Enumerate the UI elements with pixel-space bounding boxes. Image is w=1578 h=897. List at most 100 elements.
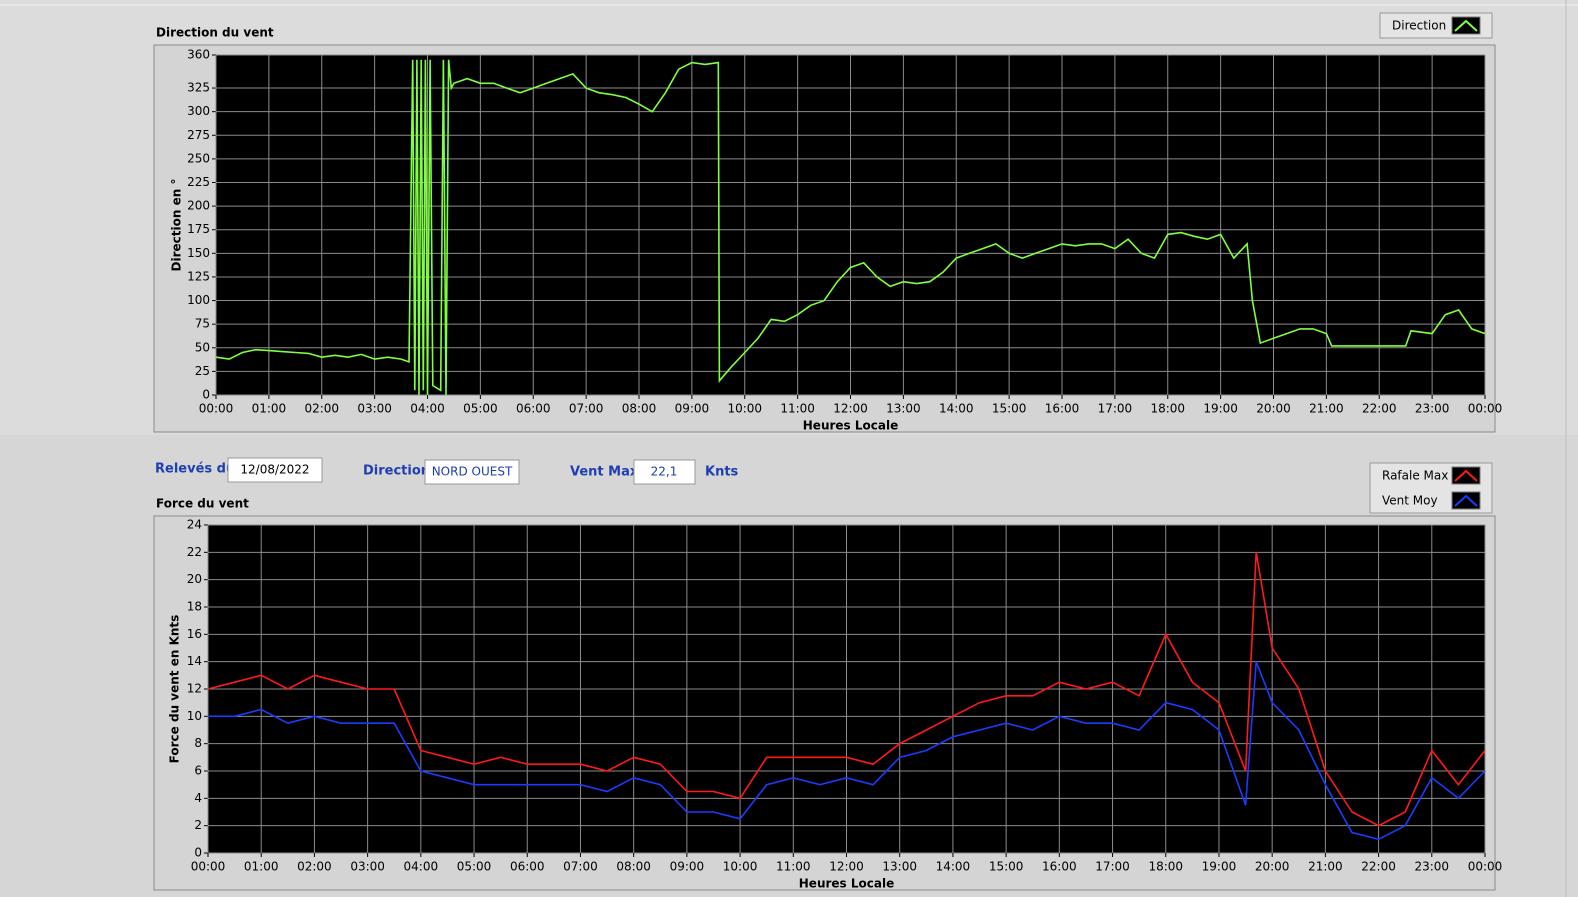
field-unit: Knts [705, 465, 739, 480]
x-tick-label: 18:00 [1148, 860, 1183, 874]
data-line [215, 59, 1486, 396]
x-tick-label: 00:00 [1468, 860, 1503, 874]
x-tick-label: 02:00 [304, 402, 339, 416]
x-tick-label: 00:00 [191, 860, 226, 874]
x-tick-label: 16:00 [1045, 402, 1080, 416]
field-label: Vent Max [570, 465, 639, 480]
field-box[interactable] [633, 459, 696, 485]
x-tick-label: 06:00 [510, 860, 545, 874]
field-label: Direction [363, 464, 430, 479]
legend-icon [1454, 19, 1478, 32]
field-value: NORD OUEST [432, 465, 513, 479]
y-axis-label: Force du vent en Knts [168, 615, 182, 764]
y-tick-label: 14 [187, 654, 202, 668]
x-tick-label: 08:00 [622, 402, 657, 416]
legend-label[interactable]: Direction [1392, 19, 1446, 33]
y-tick-label: 16 [187, 627, 202, 641]
chart-title: Direction du vent [156, 26, 274, 40]
x-tick-label: 12:00 [829, 860, 864, 874]
chart-title: Force du vent [156, 497, 249, 511]
y-tick-label: 325 [187, 81, 210, 95]
x-axis-label: Heures Locale [803, 419, 898, 433]
y-tick-label: 150 [187, 246, 210, 260]
y-tick-label: 10 [187, 709, 202, 723]
field-box[interactable] [227, 457, 323, 483]
x-tick-label: 12:00 [833, 402, 868, 416]
x-tick-label: 01:00 [252, 402, 287, 416]
x-tick-label: 14:00 [939, 402, 974, 416]
x-tick-label: 07:00 [563, 860, 598, 874]
y-tick-label: 12 [187, 682, 202, 696]
y-tick-label: 75 [195, 317, 210, 331]
x-tick-label: 17:00 [1098, 402, 1133, 416]
x-tick-label: 19:00 [1202, 860, 1237, 874]
y-tick-label: 6 [194, 764, 202, 778]
y-tick-label: 125 [187, 269, 210, 283]
x-tick-label: 17:00 [1095, 860, 1130, 874]
legend-icon [1454, 494, 1478, 507]
x-tick-label: 01:00 [244, 860, 279, 874]
x-tick-label: 13:00 [886, 402, 921, 416]
x-tick-label: 09:00 [675, 402, 710, 416]
x-tick-label: 10:00 [723, 860, 758, 874]
legend-swatch [1451, 16, 1481, 35]
field-box[interactable] [424, 459, 520, 485]
x-tick-label: 04:00 [404, 860, 439, 874]
x-tick-label: 16:00 [1042, 860, 1077, 874]
legend-label[interactable]: Rafale Max [1382, 469, 1448, 483]
x-tick-label: 22:00 [1362, 402, 1397, 416]
y-tick-label: 0 [202, 388, 210, 402]
data-line [207, 552, 1486, 827]
x-tick-label: 07:00 [569, 402, 604, 416]
y-tick-label: 100 [187, 293, 210, 307]
y-tick-label: 24 [187, 518, 202, 532]
field-value: 22,1 [651, 465, 678, 479]
y-tick-label: 0 [194, 846, 202, 860]
x-tick-label: 20:00 [1255, 860, 1290, 874]
x-tick-label: 10:00 [727, 402, 762, 416]
y-tick-label: 2 [194, 818, 202, 832]
legend-swatch [1451, 491, 1481, 510]
y-tick-label: 200 [187, 199, 210, 213]
legend-label[interactable]: Vent Moy [1382, 494, 1438, 508]
x-tick-label: 02:00 [297, 860, 332, 874]
x-tick-label: 04:00 [410, 402, 445, 416]
y-tick-label: 300 [187, 104, 210, 118]
y-tick-label: 18 [187, 600, 202, 614]
x-tick-label: 18:00 [1150, 402, 1185, 416]
y-tick-label: 8 [194, 736, 202, 750]
x-tick-label: 05:00 [463, 402, 498, 416]
x-tick-label: 15:00 [992, 402, 1027, 416]
y-axis-label: Direction en ° [170, 179, 184, 272]
x-tick-label: 14:00 [936, 860, 971, 874]
x-tick-label: 22:00 [1361, 860, 1396, 874]
y-tick-label: 4 [194, 791, 202, 805]
x-tick-label: 03:00 [350, 860, 385, 874]
x-tick-label: 06:00 [516, 402, 551, 416]
y-tick-label: 25 [195, 364, 210, 378]
y-tick-label: 225 [187, 175, 210, 189]
y-tick-label: 22 [187, 545, 202, 559]
x-tick-label: 19:00 [1203, 402, 1238, 416]
y-tick-label: 275 [187, 128, 210, 142]
x-tick-label: 08:00 [616, 860, 651, 874]
field-label: Relevés du [155, 462, 235, 477]
x-tick-label: 09:00 [670, 860, 705, 874]
x-tick-label: 21:00 [1309, 402, 1344, 416]
y-tick-label: 250 [187, 151, 210, 165]
y-tick-label: 360 [187, 48, 210, 62]
x-tick-label: 23:00 [1414, 860, 1449, 874]
x-tick-label: 20:00 [1256, 402, 1291, 416]
y-tick-label: 50 [195, 340, 210, 354]
field-value: 12/08/2022 [240, 463, 309, 477]
x-tick-label: 15:00 [989, 860, 1024, 874]
x-tick-label: 05:00 [457, 860, 492, 874]
x-tick-label: 00:00 [1468, 402, 1503, 416]
legend-icon [1454, 469, 1478, 482]
y-tick-label: 20 [187, 572, 202, 586]
x-tick-label: 13:00 [882, 860, 917, 874]
x-tick-label: 21:00 [1308, 860, 1343, 874]
x-axis-label: Heures Locale [799, 877, 894, 891]
x-tick-label: 03:00 [357, 402, 392, 416]
